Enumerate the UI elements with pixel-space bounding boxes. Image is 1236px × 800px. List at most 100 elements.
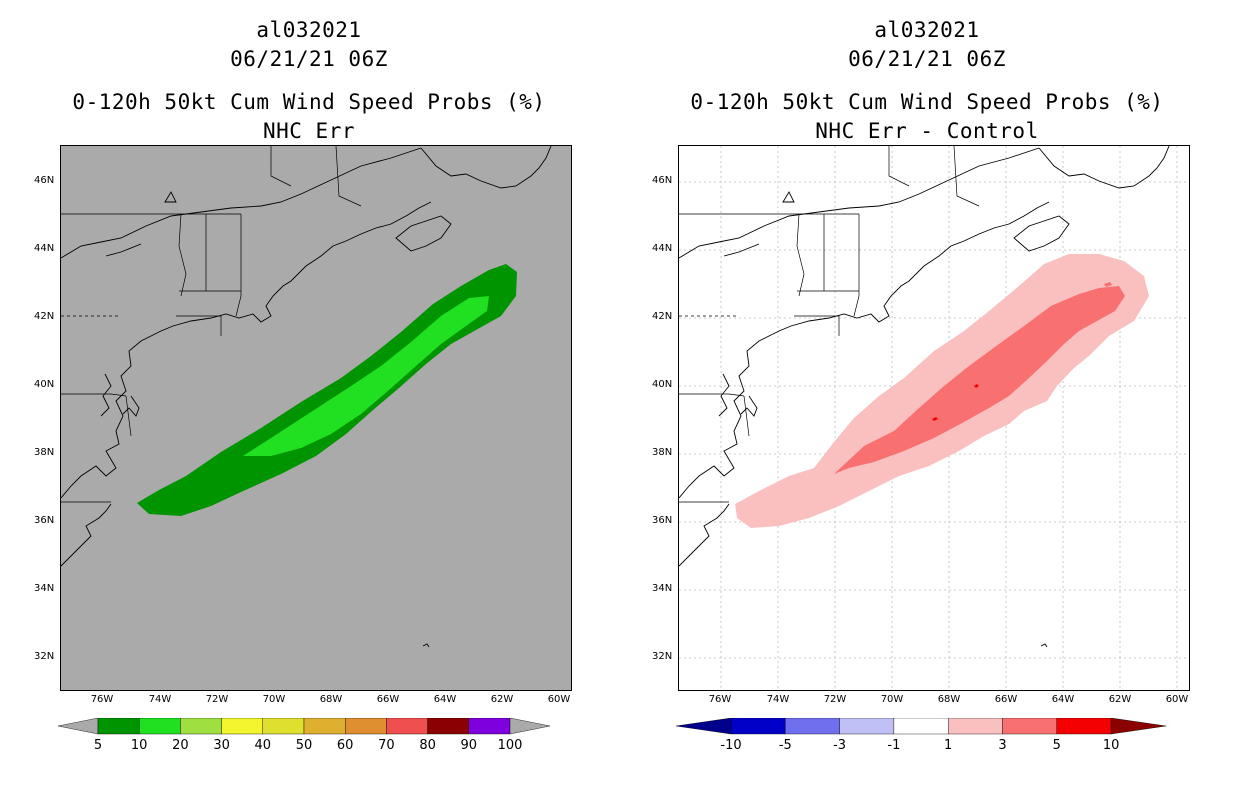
lon-label: 68W — [937, 694, 961, 705]
lat-label: 40N — [34, 379, 55, 390]
colorbar-label: 10 — [1102, 738, 1120, 753]
prob-10-20-region — [137, 264, 517, 516]
lon-label: 68W — [319, 694, 343, 705]
lon-label: 72W — [205, 694, 229, 705]
colorbar-swatches — [675, 718, 1167, 735]
diff-5-10-spot — [974, 384, 979, 388]
colorbar-swatch — [303, 718, 346, 735]
map-canvas — [679, 146, 1189, 690]
colorbar-swatch — [180, 718, 222, 735]
probability-map — [60, 145, 572, 691]
lon-label: 64W — [433, 694, 457, 705]
colorbar-label: 5 — [1052, 738, 1061, 753]
lon-label: 66W — [994, 694, 1018, 705]
lon-label: 66W — [376, 694, 400, 705]
lat-label: 46N — [34, 175, 55, 186]
left-panel: al032021 06/21/21 06Z 0-120h 50kt Cum Wi… — [0, 18, 618, 758]
lat-label: 44N — [34, 243, 55, 254]
colorbar-swatch — [893, 718, 949, 735]
colorbar-swatch — [138, 718, 181, 735]
datetime-title: 06/21/21 06Z — [848, 47, 1006, 71]
diff-3-5-region — [834, 286, 1125, 474]
diff-5-10-spot — [1104, 282, 1112, 287]
lon-label: 70W — [262, 694, 286, 705]
colorbar-label: 70 — [378, 738, 395, 753]
coastlines — [679, 146, 1170, 648]
subtitle: NHC Err - Control — [815, 119, 1039, 143]
colorbar-swatch — [386, 718, 428, 735]
colorbar-swatch — [468, 718, 511, 735]
colorbar-label: 3 — [998, 738, 1007, 753]
colorbar-end-low — [675, 718, 732, 735]
lon-label: 70W — [880, 694, 904, 705]
colorbar-end-high — [509, 718, 551, 735]
product-title: 0-120h 50kt Cum Wind Speed Probs (%) — [72, 90, 546, 114]
colorbar-label: 40 — [254, 738, 272, 753]
colorbar-label: 100 — [497, 738, 523, 753]
colorbar-swatch — [345, 718, 387, 735]
colorbar-label: 5 — [93, 738, 103, 753]
lat-label: 38N — [34, 447, 55, 458]
right-panel: al032021 06/21/21 06Z 0-120h 50kt Cum Wi… — [618, 0, 1236, 800]
colorbar-swatch — [262, 718, 305, 735]
colorbar-swatches — [57, 718, 551, 735]
colorbar-end-high — [1110, 718, 1167, 735]
colorbar-swatch — [839, 718, 895, 735]
state-borders — [679, 146, 980, 503]
lat-label: 34N — [34, 583, 55, 594]
colorbar-label: 90 — [460, 738, 478, 753]
lat-label: 42N — [652, 311, 673, 322]
datetime-title: 06/21/21 06Z — [230, 47, 388, 71]
colorbar-label: 20 — [172, 738, 189, 753]
colorbar-swatch — [97, 718, 140, 735]
product-title: 0-120h 50kt Cum Wind Speed Probs (%) — [690, 90, 1164, 114]
colorbar-label: -5 — [778, 738, 792, 753]
lat-label: 42N — [34, 311, 55, 322]
colorbar-swatch — [785, 718, 840, 735]
diff-5-10-spot — [932, 417, 938, 421]
lon-label: 74W — [766, 694, 790, 705]
lat-label: 46N — [652, 175, 673, 186]
colorbar-swatch — [1056, 718, 1112, 735]
lon-label: 64W — [1051, 694, 1075, 705]
colorbar-label: -3 — [833, 738, 847, 753]
difference-map — [678, 145, 1190, 691]
prob-20-30-region — [243, 296, 489, 456]
lon-label: 76W — [90, 694, 114, 705]
colorbar-swatch — [427, 718, 470, 735]
colorbar-swatch — [730, 718, 786, 735]
lat-label: 32N — [34, 651, 55, 662]
storm-id-title: al032021 — [256, 18, 362, 42]
colorbar-end-low — [57, 718, 99, 735]
lon-label: 60W — [1165, 694, 1189, 705]
colorbar-label: 10 — [130, 738, 148, 753]
colorbar — [0, 718, 618, 758]
lon-label: 72W — [823, 694, 847, 705]
map-canvas — [61, 146, 552, 648]
lat-label: 36N — [652, 515, 673, 526]
lon-label: 62W — [1108, 694, 1132, 705]
colorbar-label: 80 — [419, 738, 436, 753]
colorbar-swatch — [948, 718, 1003, 735]
colorbar-label: -10 — [720, 738, 742, 753]
colorbar-label: 60 — [336, 738, 354, 753]
colorbar-swatch — [1002, 718, 1057, 735]
lat-label: 38N — [652, 447, 673, 458]
lat-label: 36N — [34, 515, 55, 526]
colorbar-label: 50 — [295, 738, 313, 753]
coastlines — [61, 146, 552, 648]
lat-label: 40N — [652, 379, 673, 390]
lon-label: 62W — [490, 694, 514, 705]
lon-label: 76W — [708, 694, 732, 705]
colorbar — [618, 718, 1236, 758]
colorbar-label: -1 — [887, 738, 901, 753]
colorbar-label: 1 — [944, 738, 953, 753]
colorbar-swatch — [221, 718, 264, 735]
storm-id-title: al032021 — [874, 18, 980, 42]
subtitle: NHC Err — [262, 119, 355, 143]
colorbar-label: 30 — [213, 738, 230, 753]
lat-label: 34N — [652, 583, 673, 594]
lon-label: 60W — [547, 694, 571, 705]
lat-label: 32N — [652, 651, 673, 662]
lat-label: 44N — [652, 243, 673, 254]
